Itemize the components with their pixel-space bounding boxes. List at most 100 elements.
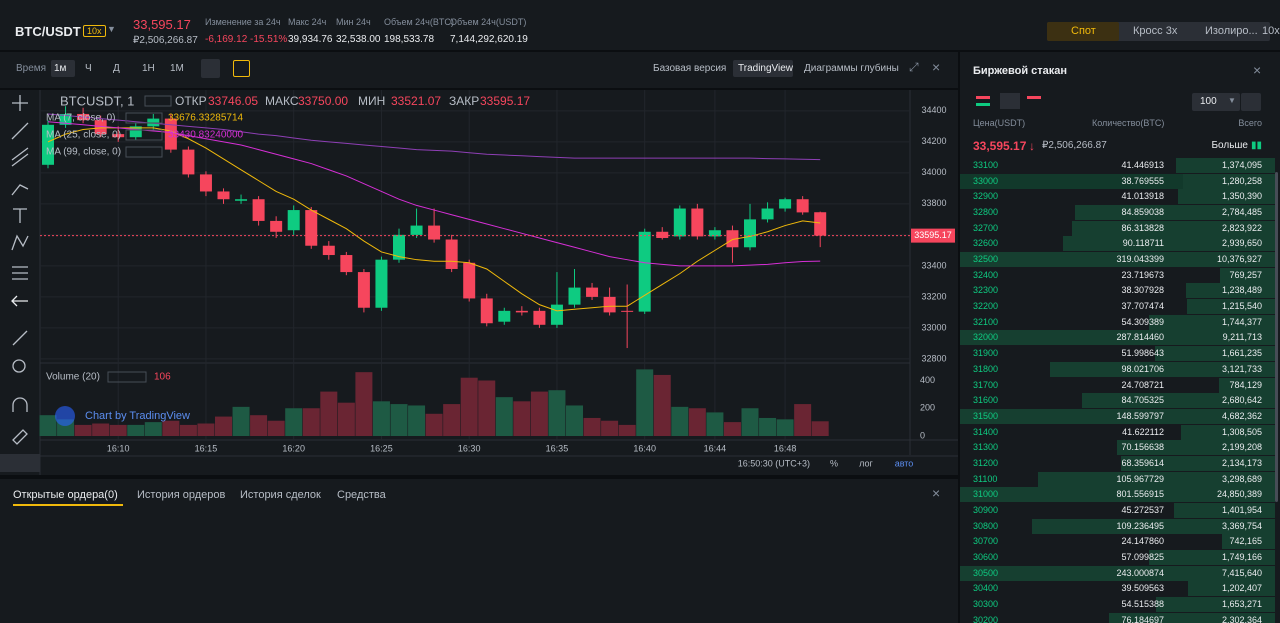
order-row[interactable]: 32800 84.859038 2,784,485 — [960, 205, 1280, 221]
order-row[interactable]: 32000 287.814460 9,211,713 — [960, 330, 1280, 346]
bottom-tab[interactable]: История ордеров — [137, 489, 226, 501]
interval[interactable]: 1Н — [142, 63, 155, 74]
order-row[interactable]: 30200 76.184697 2,302,364 — [960, 612, 1280, 623]
order-row[interactable]: 32900 41.013918 1,350,390 — [960, 189, 1280, 205]
order-row[interactable]: 31200 68.359614 2,134,173 — [960, 455, 1280, 471]
volume-tick-label: 0 — [920, 430, 925, 440]
candle-body — [550, 304, 563, 325]
row-price: 30600 — [973, 552, 999, 562]
order-row[interactable]: 31500 148.599797 4,682,362 — [960, 408, 1280, 424]
view-tab[interactable]: Базовая версия — [653, 63, 727, 74]
interval[interactable]: Д — [113, 63, 120, 74]
close-icon[interactable]: × — [932, 485, 941, 501]
magnet-tool[interactable] — [12, 397, 28, 412]
indicator-icon[interactable] — [233, 60, 250, 77]
order-row[interactable]: 32100 54.309389 1,744,377 — [960, 314, 1280, 330]
settings-icon[interactable] — [201, 59, 220, 78]
lock-tool[interactable] — [12, 429, 28, 445]
collapse-button[interactable] — [0, 454, 40, 472]
depth-bar — [960, 487, 1275, 503]
order-row[interactable]: 30300 54.515388 1,653,271 — [960, 597, 1280, 613]
watermark-logo — [55, 406, 75, 426]
settings-button[interactable] — [1241, 93, 1261, 111]
order-row[interactable]: 32500 319.043399 10,376,927 — [960, 252, 1280, 268]
depth-select[interactable] — [1192, 93, 1240, 111]
channel-tool[interactable] — [11, 147, 29, 167]
row-price: 30800 — [973, 520, 999, 531]
view-tab[interactable]: Диаграммы глубины — [804, 63, 899, 74]
pair[interactable]: BTC/USDT — [15, 24, 81, 39]
order-row[interactable]: 31000 801.556915 24,850,389 — [960, 487, 1280, 503]
depth-value[interactable]: 100 — [1200, 96, 1217, 107]
zoom-tool[interactable] — [12, 359, 26, 373]
bottom-tab[interactable]: Открытые ордера(0) — [13, 489, 118, 501]
depth-bar — [960, 565, 1275, 581]
row-amount: 38.307928 — [1121, 285, 1164, 296]
bottom-tab[interactable]: История сделок — [240, 489, 321, 501]
row-total: 4,682,362 — [1221, 410, 1262, 421]
view-bids[interactable] — [1000, 93, 1020, 109]
candle-body — [182, 149, 195, 175]
interval[interactable]: Ч — [85, 63, 92, 74]
order-row[interactable]: 30900 45.272537 1,401,954 — [960, 502, 1280, 518]
x-tick-label: 16:48 — [774, 443, 797, 453]
ruler-tool[interactable] — [12, 330, 28, 346]
order-row[interactable]: 30400 39.509563 1,202,407 — [960, 581, 1280, 597]
row-total: 2,680,642 — [1221, 395, 1262, 406]
depth-bar — [1176, 158, 1275, 173]
order-row[interactable]: 30600 57.099825 1,749,166 — [960, 550, 1280, 565]
y-tick-label: 33800 — [921, 198, 946, 208]
order-row[interactable]: 30500 243.000874 7,415,640 — [960, 565, 1280, 581]
order-row[interactable]: 30800 109.236495 3,369,754 — [960, 518, 1280, 534]
fib-tool[interactable] — [11, 184, 29, 196]
order-row[interactable]: 31300 70.156638 2,199,208 — [960, 440, 1280, 456]
order-row[interactable]: 31400 41.622112 1,308,505 — [960, 424, 1280, 440]
last-price-box — [911, 228, 955, 243]
view-tab[interactable]: TradingView — [738, 63, 794, 74]
time: 16:50:30 (UTC+3) — [738, 458, 810, 468]
order-row[interactable]: 33100 41.446913 1,374,095 — [960, 158, 1280, 173]
view-asks[interactable] — [1027, 96, 1041, 106]
order-row[interactable]: 32200 37.707474 1,215,540 — [960, 299, 1280, 315]
more-link[interactable]: Больше — [1211, 140, 1248, 151]
leverage[interactable]: 10x — [83, 25, 106, 37]
bottom-tab[interactable]: Средства — [337, 489, 386, 501]
pattern-tool[interactable] — [11, 234, 29, 251]
order-row[interactable]: 31700 24.708721 784,129 — [960, 377, 1280, 393]
order-row[interactable]: 31600 84.705325 2,680,642 — [960, 393, 1280, 409]
trade-mode[interactable]: 10x — [1262, 25, 1280, 37]
row-price: 31800 — [973, 363, 999, 374]
close-icon[interactable]: × — [1253, 62, 1262, 78]
interval[interactable]: 1м — [54, 63, 67, 74]
order-row[interactable]: 32300 38.307928 1,238,489 — [960, 283, 1280, 299]
text-tool[interactable] — [13, 208, 27, 223]
crosshair-tool[interactable] — [12, 95, 28, 111]
row-price: 31900 — [973, 348, 999, 359]
order-row[interactable]: 32600 90.118711 2,939,650 — [960, 236, 1280, 252]
measure-tool[interactable] — [12, 266, 28, 280]
volume-bar — [530, 391, 548, 436]
stat-label: Макс 24ч — [288, 17, 327, 27]
order-row[interactable]: 33000 38.769555 1,280,258 — [960, 173, 1280, 189]
line-tool[interactable] — [11, 122, 29, 140]
fullscreen-icon[interactable]: ⤢ — [909, 60, 919, 74]
order-row[interactable]: 32700 86.313828 2,823,922 — [960, 220, 1280, 236]
x-tick-label: 16:30 — [458, 443, 481, 453]
trade-mode[interactable]: Изолиро... — [1205, 25, 1258, 37]
trade-mode[interactable]: Кросс 3x — [1133, 25, 1178, 37]
back-tool[interactable] — [11, 295, 28, 307]
order-row[interactable]: 31800 98.021706 3,121,733 — [960, 361, 1280, 377]
view-both[interactable] — [976, 96, 990, 106]
volume-bar — [39, 415, 57, 436]
close-icon[interactable]: × — [932, 59, 941, 75]
trade-mode[interactable]: Спот — [1071, 25, 1096, 37]
volume-bar — [653, 374, 671, 436]
interval[interactable]: 1М — [170, 63, 184, 74]
order-row[interactable]: 31900 51.998643 1,661,235 — [960, 346, 1280, 362]
order-book: Биржевой стакан × 100 ▼ Цена(USDT) Колич… — [960, 52, 1280, 623]
volume-bar — [302, 408, 320, 436]
order-row[interactable]: 30700 24.147860 742,165 — [960, 534, 1280, 550]
order-row[interactable]: 31100 105.967729 3,298,689 — [960, 471, 1280, 487]
order-row[interactable]: 32400 23.719673 769,257 — [960, 267, 1280, 283]
